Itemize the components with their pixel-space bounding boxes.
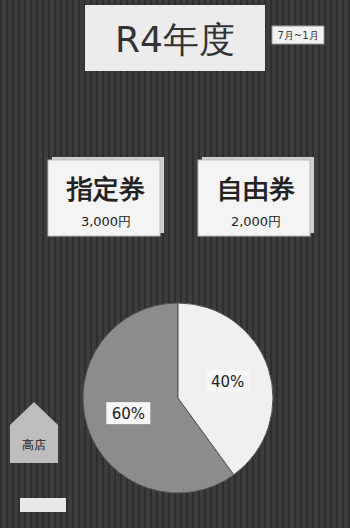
pie-slice <box>178 303 273 475</box>
data-label: 60% <box>112 405 145 423</box>
pie <box>83 303 273 493</box>
period-tag <box>272 26 324 44</box>
title-card <box>85 5 265 71</box>
sign: 高店 <box>10 402 58 463</box>
note-card <box>20 498 66 512</box>
data-label: 40% <box>211 373 244 391</box>
ticket-label: 自由券 <box>217 174 295 204</box>
ticket-label: 指定券 <box>66 174 145 204</box>
ticket-price: 2,000円 <box>231 214 281 229</box>
poster: R4年度 7月~1月指定券 3,000円 自由券 2,000円 60% 40% 高店 <box>0 0 350 528</box>
sign-text: 高店 <box>22 438 46 452</box>
board <box>0 0 350 528</box>
booklet-cover <box>198 160 310 236</box>
ticket-booklet: 指定券 3,000円 <box>48 157 164 236</box>
period: 7月~1月 <box>277 30 318 41</box>
ticket-booklet: 自由券 2,000円 <box>198 157 314 236</box>
label-card <box>106 402 150 424</box>
label-card <box>206 370 250 392</box>
sign-shape <box>10 402 58 463</box>
title: R4年度 <box>115 19 235 60</box>
booklet-cover <box>48 160 160 236</box>
ticket-price: 3,000円 <box>81 214 131 229</box>
data-labels: 60% 40% <box>106 370 249 424</box>
